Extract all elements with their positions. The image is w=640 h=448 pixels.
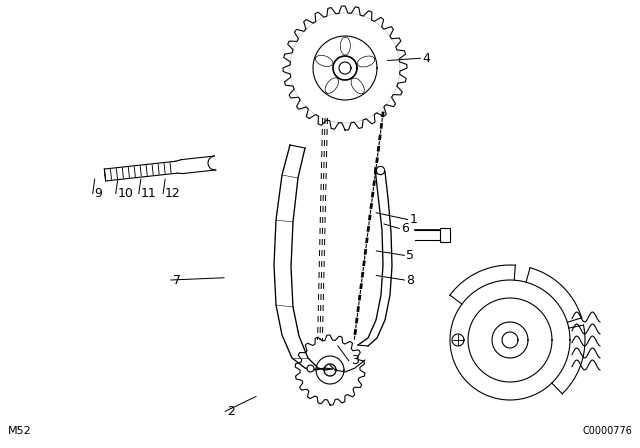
Text: 10: 10	[118, 187, 134, 200]
Text: 11: 11	[141, 187, 157, 200]
Text: 7: 7	[173, 273, 181, 287]
Text: 2: 2	[227, 405, 235, 418]
Text: 9: 9	[95, 187, 102, 200]
Text: 6: 6	[401, 222, 409, 235]
Text: 3: 3	[351, 354, 358, 367]
Text: 4: 4	[422, 52, 430, 65]
Bar	[440, 228, 450, 242]
Text: 12: 12	[165, 187, 181, 200]
Text: M52: M52	[8, 426, 32, 436]
Text: C0000776: C0000776	[582, 426, 632, 436]
Text: 8: 8	[406, 273, 415, 287]
Text: 1: 1	[410, 213, 417, 226]
Text: 5: 5	[406, 249, 415, 262]
